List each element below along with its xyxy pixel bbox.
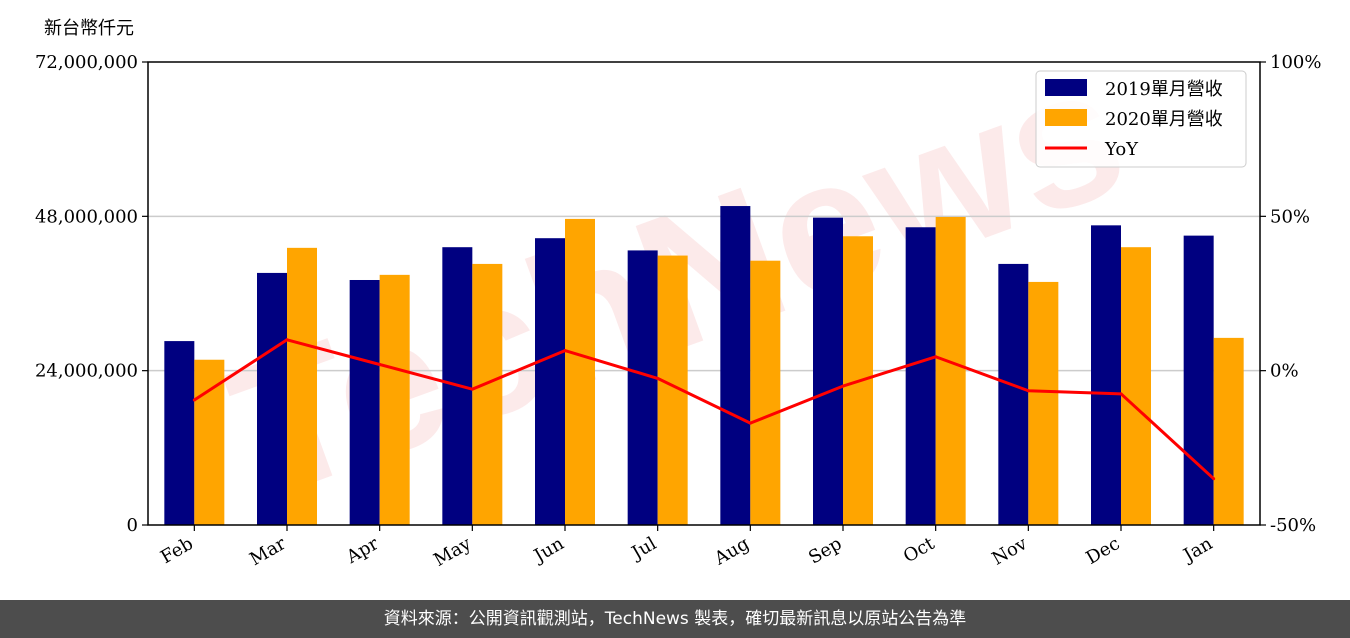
bar-series1-nov xyxy=(998,263,1029,525)
bar-series2-jan xyxy=(1213,337,1244,525)
x-tick-label: Jun xyxy=(529,533,568,568)
bar-series2-nov xyxy=(1028,281,1059,525)
yoy-point-apr xyxy=(378,362,382,366)
legend: 2019單月營收 2020單月營收 YoY xyxy=(1035,70,1247,168)
revenue-chart: TechNews 024,000,00048,000,00072,000,000… xyxy=(35,18,1322,571)
x-tick-label: Nov xyxy=(988,533,1031,570)
y2-tick-label: 50% xyxy=(1270,206,1310,227)
y-tick-label: 0 xyxy=(127,515,138,536)
bar-series1-dec xyxy=(1091,225,1121,525)
bar-series2-jun xyxy=(565,218,595,525)
y2-tick-label: -50% xyxy=(1270,515,1316,536)
bar-series2-oct xyxy=(935,216,966,526)
yoy-line xyxy=(193,338,1215,480)
y-tick-label: 48,000,000 xyxy=(35,206,138,227)
bar-series1-feb xyxy=(164,341,195,525)
y2-tick-label: 100% xyxy=(1270,52,1321,73)
yoy-point-feb xyxy=(192,398,196,402)
bar-series1-jul xyxy=(627,250,658,525)
bar-series2-aug xyxy=(750,260,781,525)
legend-label: YoY xyxy=(1104,139,1139,160)
bars xyxy=(164,206,1244,526)
axes xyxy=(142,61,1266,531)
x-tick-label: Mar xyxy=(246,533,290,570)
legend-box xyxy=(1035,70,1247,168)
bar-series2-mar xyxy=(287,247,317,525)
bar-series2-may xyxy=(472,263,503,525)
yoy-point-dec xyxy=(1119,392,1123,396)
bar-series1-jun xyxy=(535,238,565,526)
yoy-point-aug xyxy=(748,421,752,425)
yoy-point-may xyxy=(470,387,474,391)
plot-frame xyxy=(147,61,1261,526)
yoy-point-mar xyxy=(285,338,289,342)
bar-series1-apr xyxy=(349,279,380,525)
x-tick-label: Jul xyxy=(627,533,661,565)
bar-series1-aug xyxy=(720,206,751,526)
source-footer: 資料來源：公開資訊觀測站，TechNews 製表，確切最新訊息以原站公告為準 xyxy=(0,600,1350,638)
bar-series2-apr xyxy=(379,274,410,525)
legend-swatch xyxy=(1045,109,1087,126)
y-tick-label: 72,000,000 xyxy=(35,52,138,73)
x-tick-label: May xyxy=(430,533,475,571)
y-tick-label: 24,000,000 xyxy=(35,361,138,382)
legend-label: 2020單月營收 xyxy=(1105,109,1223,130)
bar-series1-mar xyxy=(257,272,287,525)
yoy-line-group xyxy=(192,338,1216,481)
bar-series1-jan xyxy=(1183,235,1214,525)
x-tick-label: Jan xyxy=(1178,533,1216,567)
yoy-point-oct xyxy=(934,355,938,359)
legend-label: 2019單月營收 xyxy=(1105,79,1223,100)
bar-series2-feb xyxy=(194,359,225,525)
x-tick-label: Aug xyxy=(710,533,753,570)
yoy-point-jul xyxy=(656,376,660,380)
x-tick-label: Dec xyxy=(1083,533,1124,569)
x-tick-label: Sep xyxy=(805,533,845,568)
x-tick-label: Oct xyxy=(900,533,939,568)
x-tick-label: Apr xyxy=(342,533,382,568)
yoy-point-nov xyxy=(1026,389,1030,393)
bar-series2-dec xyxy=(1121,247,1151,525)
gridlines xyxy=(148,215,1260,372)
y2-tick-label: 0% xyxy=(1270,361,1299,382)
y-unit-label: 新台幣仟元 xyxy=(44,18,134,39)
yoy-point-jun xyxy=(563,349,567,353)
yoy-point-sep xyxy=(841,384,845,388)
bar-series1-oct xyxy=(905,227,936,526)
legend-swatch xyxy=(1045,79,1087,96)
yoy-point-jan xyxy=(1212,477,1216,481)
x-tick-label: Feb xyxy=(157,533,197,568)
bar-series1-sep xyxy=(813,217,843,525)
